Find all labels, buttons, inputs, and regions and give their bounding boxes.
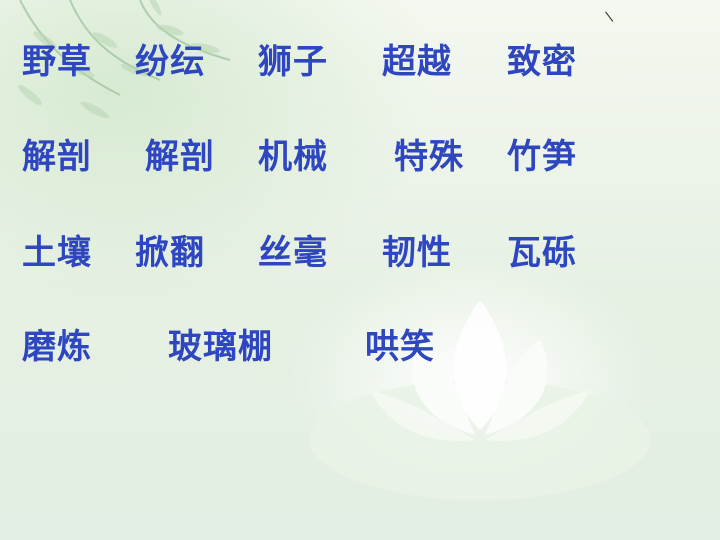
word-row2-5: 竹笋 [507,137,577,177]
willow-leaves-decoration [18,0,231,119]
word-row3-3: 丝毫 [258,233,328,273]
word-row2-1: 解剖 [22,137,92,177]
word-row4-3: 哄笑 [365,327,435,367]
word-row3-5: 瓦砾 [507,233,577,273]
word-row1-3: 狮子 [258,42,328,82]
word-row2-2: 解剖 [145,137,215,177]
word-row3-4: 韧性 [382,233,452,273]
lotus-flower-decoration [310,300,650,500]
word-row3-2: 掀翻 [135,233,205,273]
word-row2-4: 特殊 [394,137,464,177]
word-row1-5: 致密 [507,42,577,82]
word-row4-2: 玻璃棚 [168,327,273,367]
word-row3-1: 土壤 [22,233,92,273]
word-row1-2: 纷纭 [135,42,205,82]
word-row4-1: 磨炼 [22,327,92,367]
stray-mark: \ [604,8,615,26]
word-row2-3: 机械 [258,137,328,177]
word-row1-4: 超越 [382,42,452,82]
word-row1-1: 野草 [22,42,92,82]
